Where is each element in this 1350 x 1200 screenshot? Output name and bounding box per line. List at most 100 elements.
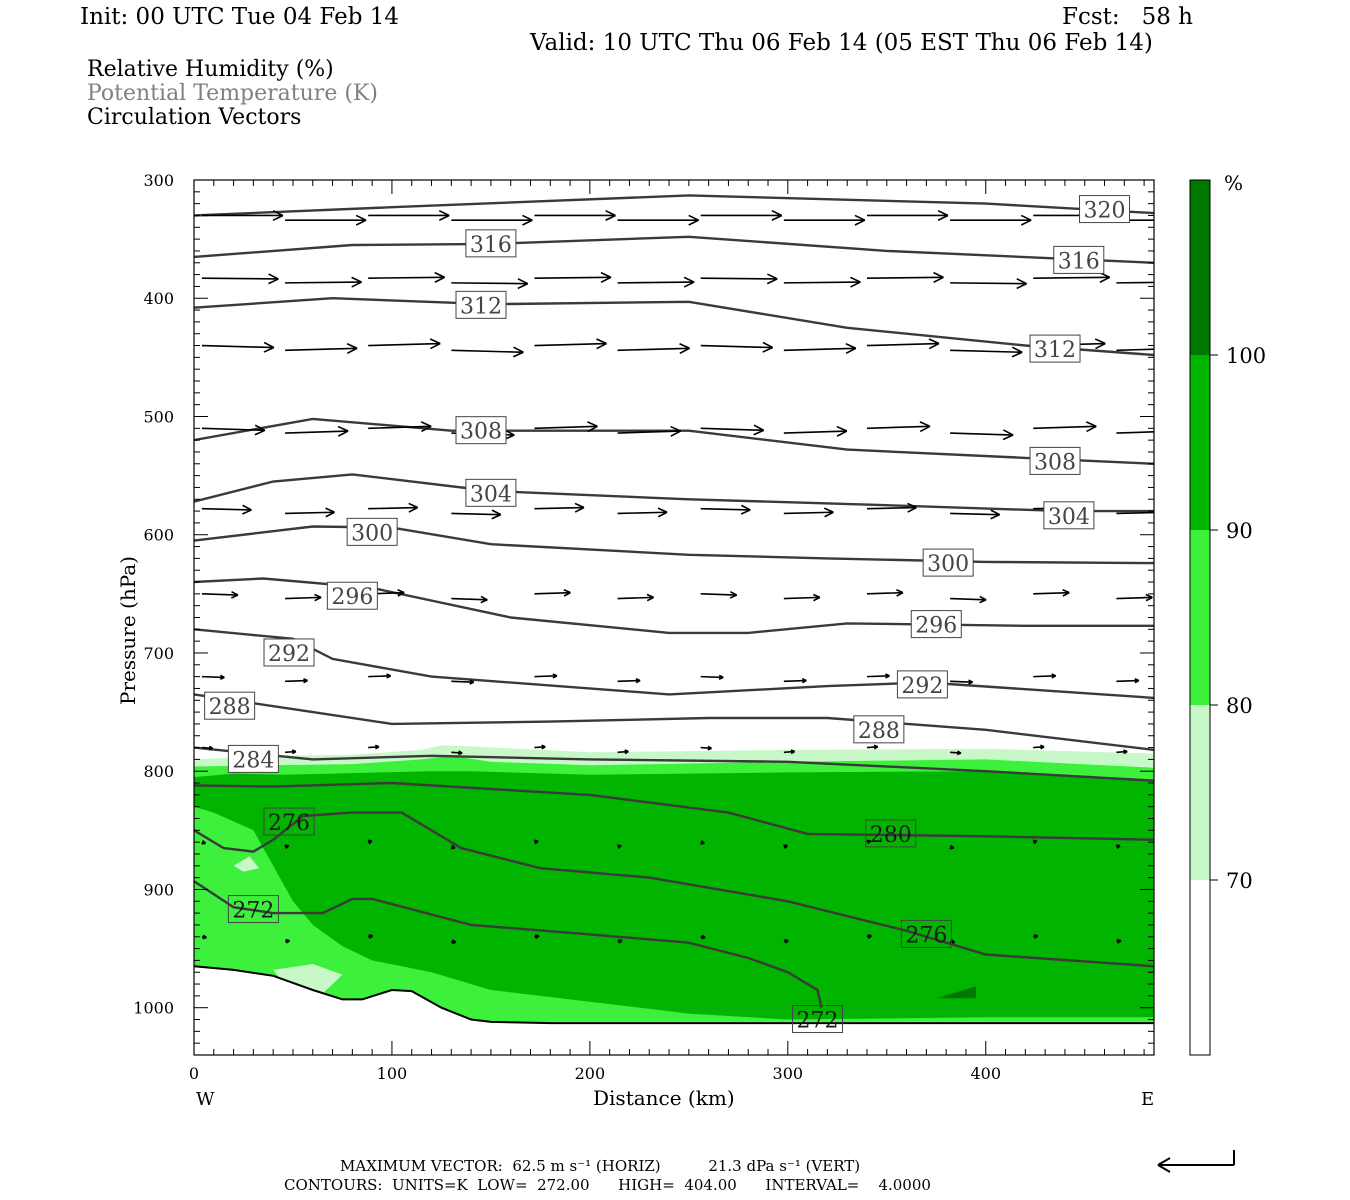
vector-head — [670, 430, 681, 437]
vector-head — [1051, 673, 1057, 677]
colorbar-label: 80 — [1226, 694, 1253, 718]
vector-head — [850, 276, 861, 283]
vector-shaft — [534, 506, 584, 510]
theta-contour-296 — [194, 577, 1154, 635]
vector-head — [1033, 934, 1038, 937]
below-ground-mask — [194, 966, 1154, 1055]
vector-head — [813, 596, 821, 602]
contour-label-box — [455, 290, 507, 319]
vector-head — [337, 425, 349, 432]
contour-label-box — [263, 807, 315, 836]
vector-head — [533, 839, 539, 842]
vector-head — [979, 599, 987, 604]
contour-label-276: 276 — [905, 923, 947, 948]
vector-shaft — [700, 344, 773, 349]
vector-head — [753, 424, 765, 432]
vector-head — [263, 346, 275, 353]
x-end-label-west: W — [196, 1089, 215, 1110]
vector-head — [1085, 421, 1097, 428]
colorbar-unit: % — [1224, 171, 1243, 195]
y-tick-label: 800 — [143, 762, 174, 781]
vector-shaft — [783, 511, 834, 515]
vector-shaft — [783, 430, 847, 434]
vector-head — [438, 214, 450, 221]
vector-shaft — [1116, 281, 1154, 284]
vector-head — [272, 209, 284, 217]
vector-head — [771, 209, 783, 217]
vector-head — [1062, 589, 1070, 594]
x-end-label-east: E — [1141, 1089, 1154, 1110]
vector-shaft — [783, 281, 861, 284]
contour-label-box — [326, 581, 378, 610]
vector-shaft — [285, 281, 362, 284]
y-tick-label: 300 — [143, 171, 174, 190]
contour-label-316: 316 — [1058, 249, 1100, 274]
vector-head — [762, 341, 774, 349]
contour-label-box — [455, 416, 507, 445]
vector-head — [355, 219, 367, 226]
contour-label-300: 300 — [351, 521, 393, 546]
reference-vector — [1157, 1150, 1235, 1173]
y-axis-label: Pressure (hPa) — [116, 556, 140, 705]
colorbar-label: 70 — [1226, 869, 1253, 893]
vector-head — [885, 673, 890, 677]
vector-head — [429, 338, 441, 345]
contour-label-box — [263, 638, 315, 667]
vector-head — [254, 429, 266, 436]
vector-head — [919, 421, 931, 428]
vector-head — [928, 342, 940, 350]
rh-region->100 — [936, 986, 976, 999]
vector-head — [438, 209, 450, 217]
contour-label-288: 288 — [209, 695, 251, 720]
theta-contours — [194, 194, 1154, 1008]
contour-label-316: 316 — [470, 233, 512, 258]
vector-head — [950, 844, 955, 849]
vector-shaft — [285, 430, 349, 434]
contour-label-304: 304 — [470, 482, 512, 507]
vector-head — [767, 273, 778, 280]
vector-head — [285, 938, 290, 942]
vector-head — [421, 425, 432, 433]
colorbar-label: 100 — [1226, 344, 1266, 368]
vector-head — [729, 594, 738, 599]
forecast-hour: Fcst: 58 h — [1062, 4, 1193, 30]
vector-head — [1003, 429, 1014, 436]
contour-label-296: 296 — [915, 614, 957, 639]
vector-head — [346, 343, 358, 350]
vector-head — [766, 278, 778, 285]
vector-head — [957, 750, 962, 754]
vector-head — [1134, 678, 1140, 682]
vector-shaft — [285, 596, 322, 600]
vector-head — [618, 938, 623, 942]
vector-head — [824, 507, 834, 513]
vector-head — [1016, 282, 1027, 290]
vector-head — [801, 678, 807, 682]
vector-head — [990, 509, 1000, 516]
theta-contour-320 — [194, 194, 1154, 217]
y-tick-label: 700 — [143, 644, 174, 663]
vector-head — [670, 425, 681, 432]
vector-head — [845, 347, 857, 355]
vector-head — [646, 593, 654, 599]
vector-shaft — [451, 597, 488, 601]
vector-head — [1170, 431, 1180, 436]
vector-shaft — [201, 675, 225, 679]
vector-shaft — [617, 679, 641, 683]
vector-head — [480, 595, 488, 601]
vector-head — [397, 591, 405, 597]
vector-shaft — [201, 344, 274, 349]
vector-head — [491, 513, 502, 520]
vector-head — [284, 844, 289, 847]
vector-shaft — [1116, 679, 1139, 683]
vector-shaft — [950, 512, 1000, 516]
vector-head — [268, 278, 279, 285]
vector-head — [867, 934, 872, 937]
vector-head — [1011, 351, 1023, 358]
vector-head — [587, 421, 598, 428]
y-tick-label: 600 — [143, 526, 174, 545]
x-tick-label: 400 — [970, 1064, 1001, 1083]
vector-head — [679, 347, 690, 355]
vector-head — [907, 502, 917, 509]
vector-head — [783, 844, 788, 847]
vector-head — [337, 430, 349, 437]
